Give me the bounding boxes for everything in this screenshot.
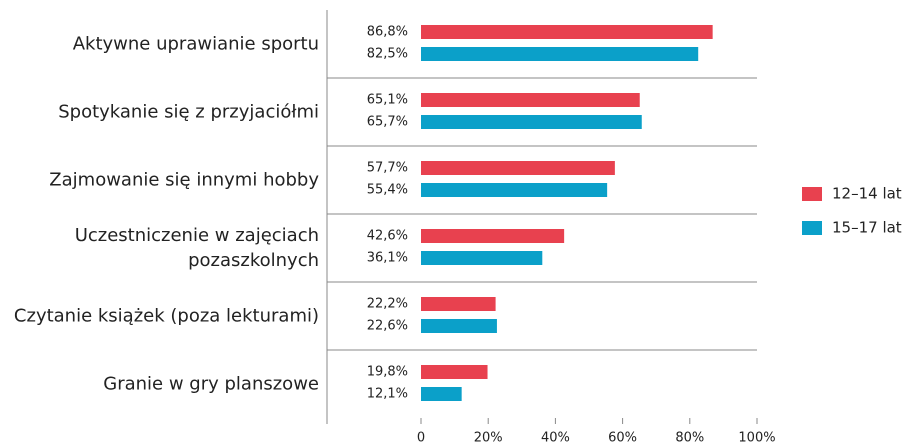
- legend-swatch: [802, 221, 822, 235]
- value-label: 12,1%: [367, 387, 408, 402]
- legend-label: 12–14 lat: [832, 185, 902, 203]
- bar: [421, 47, 699, 61]
- value-label: 65,1%: [367, 93, 408, 108]
- category-label: Granie w gry planszowe: [103, 373, 319, 395]
- x-tick-label: 100%: [738, 431, 775, 446]
- value-label: 19,8%: [367, 365, 408, 380]
- bar: [421, 93, 640, 107]
- category-label: Aktywne uprawianie sportu: [72, 33, 319, 55]
- legend-swatch: [802, 187, 822, 201]
- value-label: 55,4%: [367, 183, 408, 198]
- value-label: 86,8%: [367, 25, 408, 40]
- bar: [421, 25, 713, 39]
- bar: [421, 161, 615, 175]
- bar: [421, 365, 488, 379]
- category-label: Czytanie książek (poza lekturami): [13, 305, 319, 327]
- category-label: Spotykanie się z przyjaciółmi: [58, 101, 319, 123]
- x-tick-label: 60%: [608, 431, 637, 446]
- bar: [421, 183, 608, 197]
- bar: [421, 387, 462, 401]
- bar: [421, 251, 543, 265]
- value-label: 57,7%: [367, 161, 408, 176]
- x-tick-label: 80%: [675, 431, 704, 446]
- x-tick-label: 20%: [474, 431, 503, 446]
- value-label: 36,1%: [367, 251, 408, 266]
- bar: [421, 297, 496, 311]
- value-label: 22,2%: [367, 297, 408, 312]
- value-label: 65,7%: [367, 115, 408, 130]
- bar: [421, 115, 642, 129]
- category-label: Uczestniczenie w zajęciach pozaszkolnych: [74, 225, 319, 271]
- x-tick-label: 0: [417, 431, 425, 446]
- bar: [421, 319, 497, 333]
- value-label: 82,5%: [367, 47, 408, 62]
- category-label: Zajmowanie się innymi hobby: [49, 169, 319, 191]
- legend-label: 15–17 lat: [832, 219, 902, 237]
- value-label: 22,6%: [367, 319, 408, 334]
- value-label: 42,6%: [367, 229, 408, 244]
- bar: [421, 229, 565, 243]
- x-tick-label: 40%: [541, 431, 570, 446]
